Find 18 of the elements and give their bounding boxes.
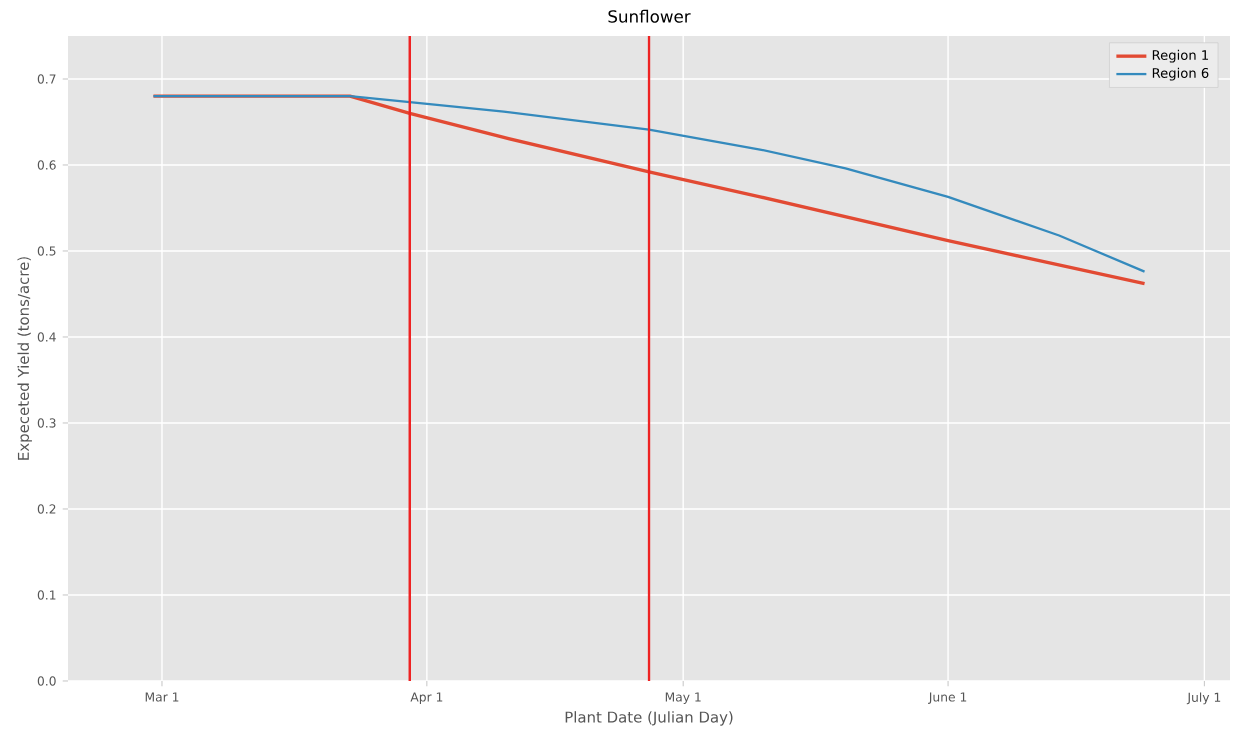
y-tick-label: 0.4 — [37, 332, 56, 342]
chart-title: Sunflower — [608, 9, 691, 23]
y-tick-label: 0.2 — [37, 504, 56, 514]
x-tick-label: May 1 — [665, 692, 701, 704]
x-tick-label: June 1 — [928, 692, 967, 704]
legend-label: Region 1 — [1152, 49, 1209, 63]
y-tick-label: 0.1 — [37, 590, 56, 600]
y-tick-label: 0.6 — [37, 160, 56, 170]
y-tick-label: 0.3 — [37, 418, 56, 428]
y-tick-label: 0.0 — [37, 676, 56, 686]
x-tick-label: July 1 — [1186, 692, 1221, 705]
x-tick-label: Apr 1 — [410, 692, 443, 704]
y-axis-title: Expeceted Yield (tons/acre) — [17, 257, 32, 460]
y-tick-label: 0.5 — [37, 246, 56, 256]
x-tick-label: Mar 1 — [145, 692, 179, 702]
legend-label: Region 6 — [1152, 67, 1209, 81]
x-axis-title: Plant Date (Julian Day) — [565, 711, 733, 726]
y-tick-label: 0.7 — [37, 74, 56, 84]
